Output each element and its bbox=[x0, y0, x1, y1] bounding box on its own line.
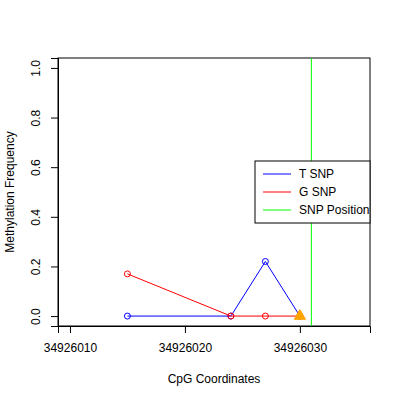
series-point bbox=[124, 271, 130, 277]
y-tick: 0.0 bbox=[29, 308, 58, 325]
y-axis: 0.0 0.2 0.4 0.6 0.8 1.0 bbox=[29, 59, 59, 327]
legend-swatch bbox=[263, 210, 291, 211]
plot-frame bbox=[58, 58, 370, 326]
legend-label: SNP Position bbox=[299, 203, 369, 217]
y-tick-label: 1.0 bbox=[29, 60, 43, 77]
series-line bbox=[127, 261, 299, 316]
legend-swatch bbox=[263, 192, 291, 193]
series-point bbox=[228, 313, 234, 319]
series-point bbox=[124, 313, 130, 319]
x-tick-label: 34926020 bbox=[159, 341, 213, 355]
series-point bbox=[262, 313, 268, 319]
x-tick: 34926010 bbox=[44, 326, 98, 355]
y-axis-line bbox=[51, 59, 59, 327]
plot-area bbox=[124, 58, 311, 326]
y-tick: 0.4 bbox=[29, 209, 58, 226]
legend: T SNP G SNP SNP Position bbox=[255, 161, 370, 223]
y-tick-mark bbox=[51, 167, 58, 168]
y-tick: 1.0 bbox=[29, 60, 58, 77]
y-tick: 0.2 bbox=[29, 258, 58, 275]
highlight-marker bbox=[294, 310, 305, 320]
x-axis-line bbox=[59, 327, 371, 334]
y-tick-mark bbox=[51, 217, 58, 218]
y-tick-mark bbox=[51, 118, 58, 119]
series-point bbox=[262, 258, 268, 264]
x-tick-mark bbox=[300, 326, 301, 333]
y-tick: 0.6 bbox=[29, 159, 58, 176]
y-tick: 0.8 bbox=[29, 109, 58, 126]
x-tick-label: 34926010 bbox=[44, 341, 98, 355]
y-tick-mark bbox=[51, 316, 58, 317]
legend-label: T SNP bbox=[299, 167, 334, 181]
x-axis-title: CpG Coordinates bbox=[168, 372, 261, 386]
legend-label: G SNP bbox=[299, 185, 336, 199]
y-tick-label: 0.8 bbox=[29, 109, 43, 126]
legend-swatch bbox=[263, 174, 291, 175]
chart: 34926010 34926020 34926030 0.0 0.2 0.4 0.6 0.8 1… bbox=[0, 0, 400, 400]
legend-box bbox=[255, 161, 370, 223]
y-tick-label: 0.0 bbox=[29, 308, 43, 325]
y-tick-mark bbox=[51, 68, 58, 69]
x-axis: 34926010 34926020 34926030 bbox=[44, 326, 371, 355]
y-tick-label: 0.4 bbox=[29, 209, 43, 226]
y-axis-title: Methylation Frequency bbox=[3, 131, 17, 252]
x-tick: 34926030 bbox=[274, 326, 328, 355]
x-tick: 34926020 bbox=[159, 326, 213, 355]
x-tick-mark bbox=[185, 326, 186, 333]
series-line bbox=[127, 274, 299, 316]
x-tick-label: 34926030 bbox=[274, 341, 328, 355]
y-tick-mark bbox=[51, 266, 58, 267]
y-tick-label: 0.6 bbox=[29, 159, 43, 176]
x-tick-mark bbox=[70, 326, 71, 333]
y-tick-label: 0.2 bbox=[29, 258, 43, 275]
